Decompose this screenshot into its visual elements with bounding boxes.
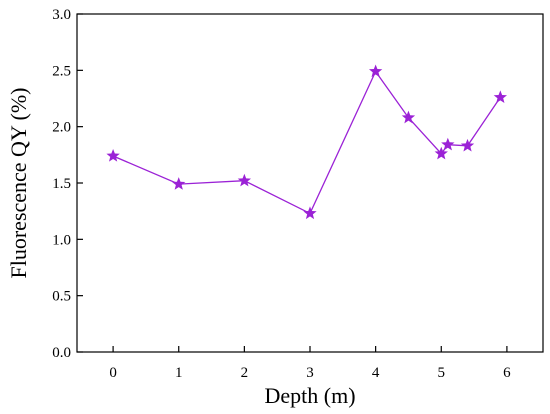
- x-tick-label: 5: [438, 365, 446, 381]
- y-axis-title: Fluorescence QY (%): [6, 88, 31, 279]
- x-tick-label: 4: [372, 365, 380, 381]
- data-point-star: [368, 64, 383, 78]
- series-points: [106, 64, 507, 220]
- data-point-star: [460, 138, 475, 152]
- x-tick-label: 0: [109, 365, 117, 381]
- y-tick-label: 2.0: [52, 120, 71, 136]
- data-point-star: [172, 177, 186, 190]
- x-tick-label: 6: [503, 365, 511, 381]
- y-tick-label: 2.5: [52, 63, 71, 79]
- data-point-star: [106, 148, 120, 162]
- x-tick-label: 3: [306, 365, 314, 381]
- data-point-star: [434, 146, 448, 160]
- y-tick-label: 1.5: [52, 176, 71, 192]
- y-tick-label: 3.0: [52, 7, 71, 23]
- data-point-star: [401, 110, 416, 124]
- x-tick-label: 1: [175, 365, 183, 381]
- plot-frame: [76, 13, 544, 353]
- y-tick-label: 1.0: [52, 232, 71, 248]
- data-point-star: [493, 90, 507, 104]
- x-tick-label: 2: [241, 365, 249, 381]
- y-tick-label: 0.0: [52, 345, 71, 361]
- y-axis: 0.0 0.5 1.0 1.5 2.0 2.5 3.0: [52, 7, 83, 361]
- x-axis-title: Depth (m): [264, 383, 355, 408]
- series-line: [112, 70, 501, 215]
- data-point-star: [303, 206, 317, 220]
- y-tick-label: 0.5: [52, 289, 71, 305]
- data-point-star: [237, 173, 252, 187]
- x-axis: 0 1 2 3 4 5 6: [109, 346, 511, 381]
- data-point-star: [441, 137, 455, 151]
